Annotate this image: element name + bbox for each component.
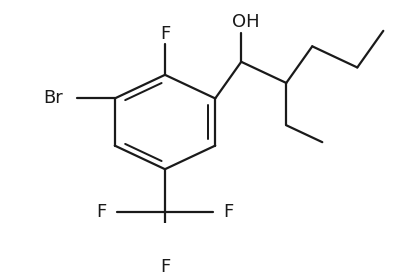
Text: F: F bbox=[160, 25, 170, 43]
Text: F: F bbox=[160, 258, 170, 274]
Text: OH: OH bbox=[232, 13, 260, 31]
Text: Br: Br bbox=[43, 89, 63, 107]
Text: F: F bbox=[97, 202, 107, 221]
Text: F: F bbox=[223, 202, 233, 221]
